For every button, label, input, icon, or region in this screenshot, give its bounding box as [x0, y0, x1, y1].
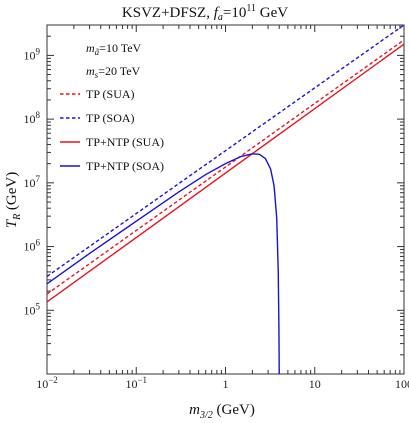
y-tick-label: 106 [24, 238, 41, 254]
annotation-ms: ms=20 TeV [86, 64, 141, 80]
y-tick-label: 109 [24, 46, 41, 62]
tick-labels: 10−2 10−1 1 10 100 105 106 107 108 109 [24, 46, 409, 391]
title-unit: GeV [256, 5, 288, 21]
x-tick-label: 10−1 [125, 375, 147, 391]
axis-ticks [46, 24, 405, 375]
series-tp-ntp-soa [46, 153, 280, 375]
title-main: KSVZ+DFSZ, [122, 5, 214, 21]
y-axis-label: TR (GeV) [4, 172, 23, 229]
annotation-ma: mã=10 TeV [86, 41, 142, 57]
legend-label-tp-soa: TP (SOA) [86, 111, 135, 125]
series-tp-sua [46, 39, 405, 295]
x-tick-label: 10−2 [36, 375, 58, 391]
chart-title: KSVZ+DFSZ, fa=1011 GeV [122, 3, 288, 23]
series-layer [46, 24, 405, 375]
y-tick-label: 105 [24, 301, 41, 317]
y-tick-label: 107 [24, 174, 41, 190]
x-tick-label: 100 [395, 377, 409, 391]
annotations: mã=10 TeV ms=20 TeV [86, 41, 142, 80]
legend: TP (SUA) TP (SOA) TP+NTP (SUA) TP+NTP (SOA) [60, 87, 164, 173]
x-tick-label: 1 [223, 377, 229, 391]
series-tp-ntp-sua [46, 43, 405, 303]
legend-label-tp-ntp-soa: TP+NTP (SOA) [86, 159, 164, 173]
title-eq: =10 [223, 5, 246, 21]
title-fa-sub: a [218, 12, 223, 23]
title-exp: 11 [246, 3, 256, 14]
series-tp-soa [46, 24, 405, 277]
title-fa: f [214, 5, 220, 21]
x-tick-label: 10 [309, 377, 321, 391]
legend-label-tp-ntp-sua: TP+NTP (SUA) [86, 135, 164, 149]
y-tick-label: 108 [24, 110, 41, 126]
legend-label-tp-sua: TP (SUA) [86, 87, 135, 101]
x-axis-label: m3/2 (GeV) [189, 402, 255, 421]
